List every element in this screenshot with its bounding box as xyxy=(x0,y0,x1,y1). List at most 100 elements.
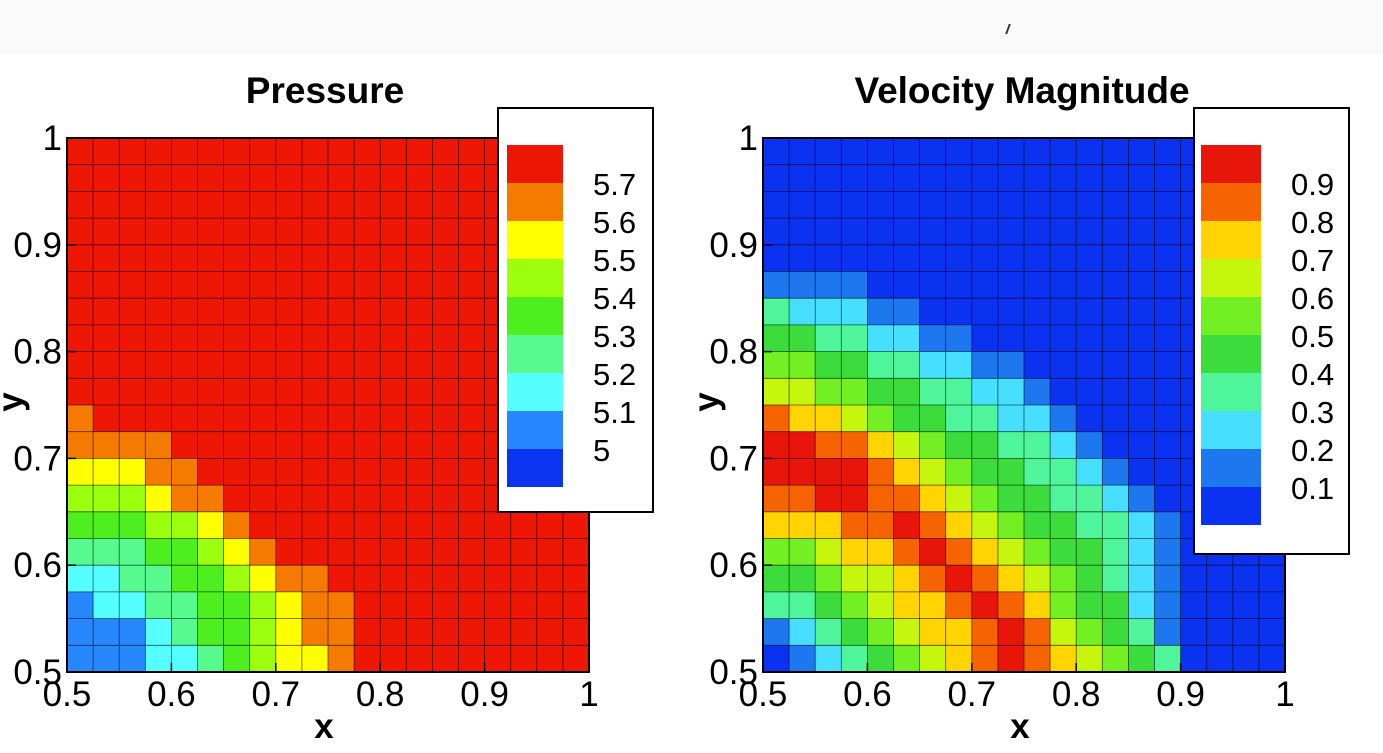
heatmap-cell xyxy=(867,191,894,219)
heatmap-cell xyxy=(1128,218,1155,246)
heatmap-cell xyxy=(1076,218,1103,246)
heatmap-cell xyxy=(789,485,816,513)
heatmap-cell xyxy=(223,405,251,433)
heatmap-cell xyxy=(1128,378,1155,406)
heatmap-cell xyxy=(223,298,251,326)
heatmap-cell xyxy=(432,298,459,326)
heatmap-cell xyxy=(380,405,407,433)
heatmap-cell xyxy=(484,565,512,593)
heatmap-cell xyxy=(119,271,146,299)
heatmap-cell xyxy=(1024,565,1051,593)
heatmap-cell xyxy=(1232,565,1260,593)
heatmap-cell xyxy=(763,405,790,433)
heatmap-cell xyxy=(432,191,459,219)
heatmap-cell xyxy=(1076,378,1103,406)
heatmap-cell xyxy=(93,244,120,272)
heatmap-cell xyxy=(197,191,224,219)
heatmap-cell xyxy=(301,458,329,486)
heatmap-cell xyxy=(562,565,590,593)
heatmap-cell xyxy=(223,324,251,352)
heatmap-cell xyxy=(789,538,816,566)
heatmap-cell xyxy=(406,298,433,326)
heatmap-cell xyxy=(971,565,999,593)
heatmap-cell xyxy=(893,378,920,406)
heatmap-cell xyxy=(119,378,146,406)
heatmap-cell xyxy=(919,244,947,272)
heatmap-cell xyxy=(1258,645,1286,673)
heatmap-cell xyxy=(815,485,842,513)
heatmap-cell xyxy=(197,645,224,673)
y-tick-label: 0.7 xyxy=(13,439,62,478)
heatmap-cell xyxy=(328,191,355,219)
heatmap-cell xyxy=(223,191,251,219)
heatmap-cell xyxy=(1102,645,1129,673)
heatmap-cell xyxy=(197,485,224,513)
heatmap-cell xyxy=(197,511,224,539)
heatmap-cell xyxy=(484,645,512,673)
heatmap-cell xyxy=(406,324,433,352)
heatmap-cell xyxy=(1024,351,1051,379)
heatmap-cell xyxy=(867,431,894,459)
heatmap-cell xyxy=(275,591,303,619)
heatmap-cell xyxy=(1024,645,1051,673)
heatmap-cell xyxy=(815,538,842,566)
heatmap-cell xyxy=(67,244,94,272)
heatmap-cell xyxy=(249,645,277,673)
heatmap-cell xyxy=(223,538,251,566)
heatmap-cell xyxy=(93,271,120,299)
heatmap-cell xyxy=(458,565,485,593)
heatmap-cell xyxy=(249,298,277,326)
legend-label: 5.3 xyxy=(593,319,636,354)
heatmap-cell xyxy=(93,591,120,619)
heatmap-cell xyxy=(67,511,94,539)
heatmap-cell xyxy=(171,458,198,486)
heatmap-cell xyxy=(1102,405,1129,433)
heatmap-cell xyxy=(197,591,224,619)
heatmap-cell xyxy=(380,565,407,593)
heatmap-cell xyxy=(1024,191,1051,219)
heatmap-cell xyxy=(1050,218,1077,246)
heatmap-cell xyxy=(1076,271,1103,299)
heatmap-cell xyxy=(945,458,973,486)
heatmap-cell xyxy=(919,645,947,673)
heatmap-cell xyxy=(249,191,277,219)
heatmap-cell xyxy=(1128,431,1155,459)
heatmap-cell xyxy=(458,244,485,272)
heatmap-cell xyxy=(145,538,172,566)
y-tick-label: 0.8 xyxy=(13,333,62,372)
heatmap-cell xyxy=(893,511,920,539)
heatmap-cell xyxy=(197,538,224,566)
heatmap-cell xyxy=(171,324,198,352)
heatmap-cell xyxy=(763,538,790,566)
heatmap-cell xyxy=(93,538,120,566)
heatmap-cell xyxy=(815,244,842,272)
heatmap-cell xyxy=(945,164,973,192)
heatmap-cell xyxy=(1102,271,1129,299)
heatmap-cell xyxy=(1102,138,1129,166)
heatmap-cell xyxy=(997,485,1025,513)
heatmap-cell xyxy=(867,618,894,646)
heatmap-cell xyxy=(406,458,433,486)
heatmap-cell xyxy=(301,218,329,246)
heatmap-cell xyxy=(867,511,894,539)
heatmap-cell xyxy=(1206,618,1234,646)
heatmap-cell xyxy=(1024,405,1051,433)
heatmap-cell xyxy=(510,511,538,539)
heatmap-cell xyxy=(223,565,251,593)
heatmap-cell xyxy=(275,138,303,166)
heatmap-cell xyxy=(380,538,407,566)
heatmap-cell xyxy=(971,485,999,513)
heatmap-cell xyxy=(328,565,355,593)
heatmap-cell xyxy=(997,164,1025,192)
heatmap-cell xyxy=(510,565,538,593)
heatmap-cell xyxy=(1024,431,1051,459)
heatmap-cell xyxy=(249,218,277,246)
legend-label: 5.5 xyxy=(593,243,636,278)
heatmap-cell xyxy=(301,191,329,219)
heatmap-cell xyxy=(789,298,816,326)
heatmap-cell xyxy=(1154,431,1181,459)
heatmap-cell xyxy=(1024,138,1051,166)
heatmap-cell xyxy=(1102,191,1129,219)
x-axis-label: x xyxy=(314,707,334,746)
heatmap-cell xyxy=(536,565,564,593)
